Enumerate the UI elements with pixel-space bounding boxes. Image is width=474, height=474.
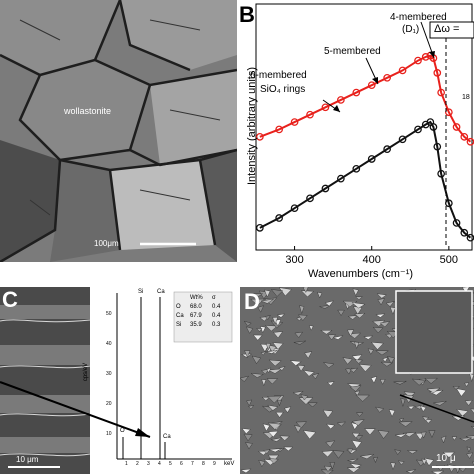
series-1-point-3 <box>306 194 314 203</box>
eds-y-tick-0: 50 <box>106 311 112 317</box>
panel-b-raman-chart: 300 400 500 B Intensity (arbitrary units) … <box>238 0 474 285</box>
eds-x-tick-1: 2 <box>136 461 139 467</box>
panel-b-letter: B <box>239 2 255 27</box>
series-1-point-18 <box>460 228 469 237</box>
eds-y-tick-3: 20 <box>106 401 112 407</box>
panel-d-sem-image: D 10 μ <box>240 287 474 474</box>
panel-d-scalebar-label: 10 μ <box>436 453 456 464</box>
eds-si-label: Si <box>138 289 144 295</box>
panel-a-micrograph <box>0 0 237 262</box>
series-1-point-4 <box>321 184 330 193</box>
six-membered-sub-label: SiO₄ rings <box>260 84 306 95</box>
series-0-point-6 <box>352 88 361 97</box>
series-1-point-5 <box>337 174 345 183</box>
series-0-point-11 <box>421 53 430 61</box>
eds-x-tick-4: 5 <box>169 461 172 467</box>
panel-c-pointer-arrow <box>0 381 151 438</box>
four-membered-label: 4-membered <box>390 12 447 23</box>
panel-c-letter: C <box>2 287 18 312</box>
chart-x-axis-label: Wavenumbers (cm⁻¹) <box>308 268 414 280</box>
series-0-point-19 <box>466 137 474 146</box>
eds-row-o: O 68.0 0.4 <box>176 304 221 310</box>
eds-y-tick-1: 40 <box>106 341 112 347</box>
panel-d-inset <box>395 290 473 374</box>
series-0-point-8 <box>383 73 391 82</box>
series-1-point-17 <box>452 219 461 227</box>
eds-table-text: Wt% σ O 68.0 0.4 Ca 67.9 0.4 Si 35.9 0.3 <box>176 295 221 328</box>
panel-a-scalebar-label: 100μm <box>94 239 119 248</box>
eds-x-tick-3: 4 <box>158 461 161 467</box>
series-1-point-7 <box>367 155 376 163</box>
series-0-point-9 <box>398 66 407 75</box>
series-1-point-2 <box>290 204 299 213</box>
series-1-point-1 <box>275 214 283 222</box>
series-0-point-5 <box>337 96 345 104</box>
side-number-label: 18 <box>462 94 470 101</box>
eds-ca-label: Ca <box>157 289 165 295</box>
series-0-point-14 <box>433 69 442 77</box>
panel-c-scalebar-label: 10 μm <box>16 455 39 464</box>
five-membered-label: 5-membered <box>324 46 381 57</box>
series-1-point-16 <box>445 199 453 208</box>
panel-d-micrograph <box>240 287 474 474</box>
x-tick-label-2: 500 <box>440 254 458 266</box>
eds-x-tick-0: 1 <box>125 461 128 467</box>
series-0-point-2 <box>290 118 299 126</box>
series-1-point-19 <box>466 233 474 242</box>
panel-d-pointer-arrow <box>399 394 474 423</box>
series-1-point-15 <box>437 169 445 178</box>
eds-row-ca: Ca 67.9 0.4 <box>176 313 221 319</box>
series-1-point-14 <box>433 142 442 151</box>
eds-y-tick-2: 30 <box>106 371 112 377</box>
four-membered-sub-label: (D₁) <box>402 24 420 35</box>
chart-plot-frame <box>255 3 473 251</box>
eds-x-tick-8: 9 <box>213 461 216 467</box>
series-0-point-4 <box>321 103 330 112</box>
panel-c-micrograph <box>0 287 237 474</box>
x-tick-label-0: 300 <box>285 254 303 266</box>
series-1-point-13 <box>429 123 438 131</box>
series-0-point-18 <box>460 132 469 141</box>
series-0-point-1 <box>275 125 283 134</box>
eds-o-label: O <box>120 428 125 434</box>
eds-x-unit: keV <box>224 461 235 467</box>
series-line-0 <box>259 54 472 143</box>
series-1-point-0 <box>256 224 264 232</box>
eds-x-tick-6: 7 <box>191 461 194 467</box>
delta-omega-box <box>429 21 474 39</box>
raman-chart-svg: 300 400 500 <box>255 3 474 266</box>
panel-c-sem-eds: C 10 μm cps/eV keV Si Ca O Ca Wt% σ O 68.0… <box>0 287 237 474</box>
delta-omega-label: Δω = <box>434 23 460 35</box>
eds-y-tick-4: 10 <box>106 431 112 437</box>
panel-d-letter: D <box>244 289 260 314</box>
series-0-point-15 <box>437 88 445 97</box>
series-line-1 <box>259 120 472 239</box>
series-0-point-0 <box>256 132 264 141</box>
series-0-point-17 <box>452 123 461 131</box>
eds-ca-minor-label: Ca <box>163 434 171 440</box>
x-tick-label-1: 400 <box>363 254 381 266</box>
eds-x-tick-5: 6 <box>180 461 183 467</box>
series-1-point-6 <box>352 164 361 173</box>
series-1-point-10 <box>414 125 422 134</box>
panel-a-sem-image: wollastonite 100μm <box>0 0 237 262</box>
series-0-point-7 <box>367 81 376 90</box>
eds-table <box>173 291 233 343</box>
eds-y-label: cps/eV <box>83 362 90 382</box>
eds-x-tick-2: 3 <box>147 461 150 467</box>
chart-y-axis-label: Intensity (arbitrary units) <box>246 67 258 185</box>
six-membered-label: 6-membered <box>250 70 307 81</box>
series-0-point-10 <box>414 56 422 65</box>
series-1-point-8 <box>383 145 391 153</box>
panel-a-wollastonite-label: wollastonite <box>64 106 112 116</box>
series-0-point-16 <box>445 108 453 117</box>
eds-x-tick-7: 8 <box>202 461 205 467</box>
eds-row-si: Si 35.9 0.3 <box>176 322 221 328</box>
series-0-point-3 <box>306 110 314 119</box>
series-1-point-9 <box>398 135 407 144</box>
